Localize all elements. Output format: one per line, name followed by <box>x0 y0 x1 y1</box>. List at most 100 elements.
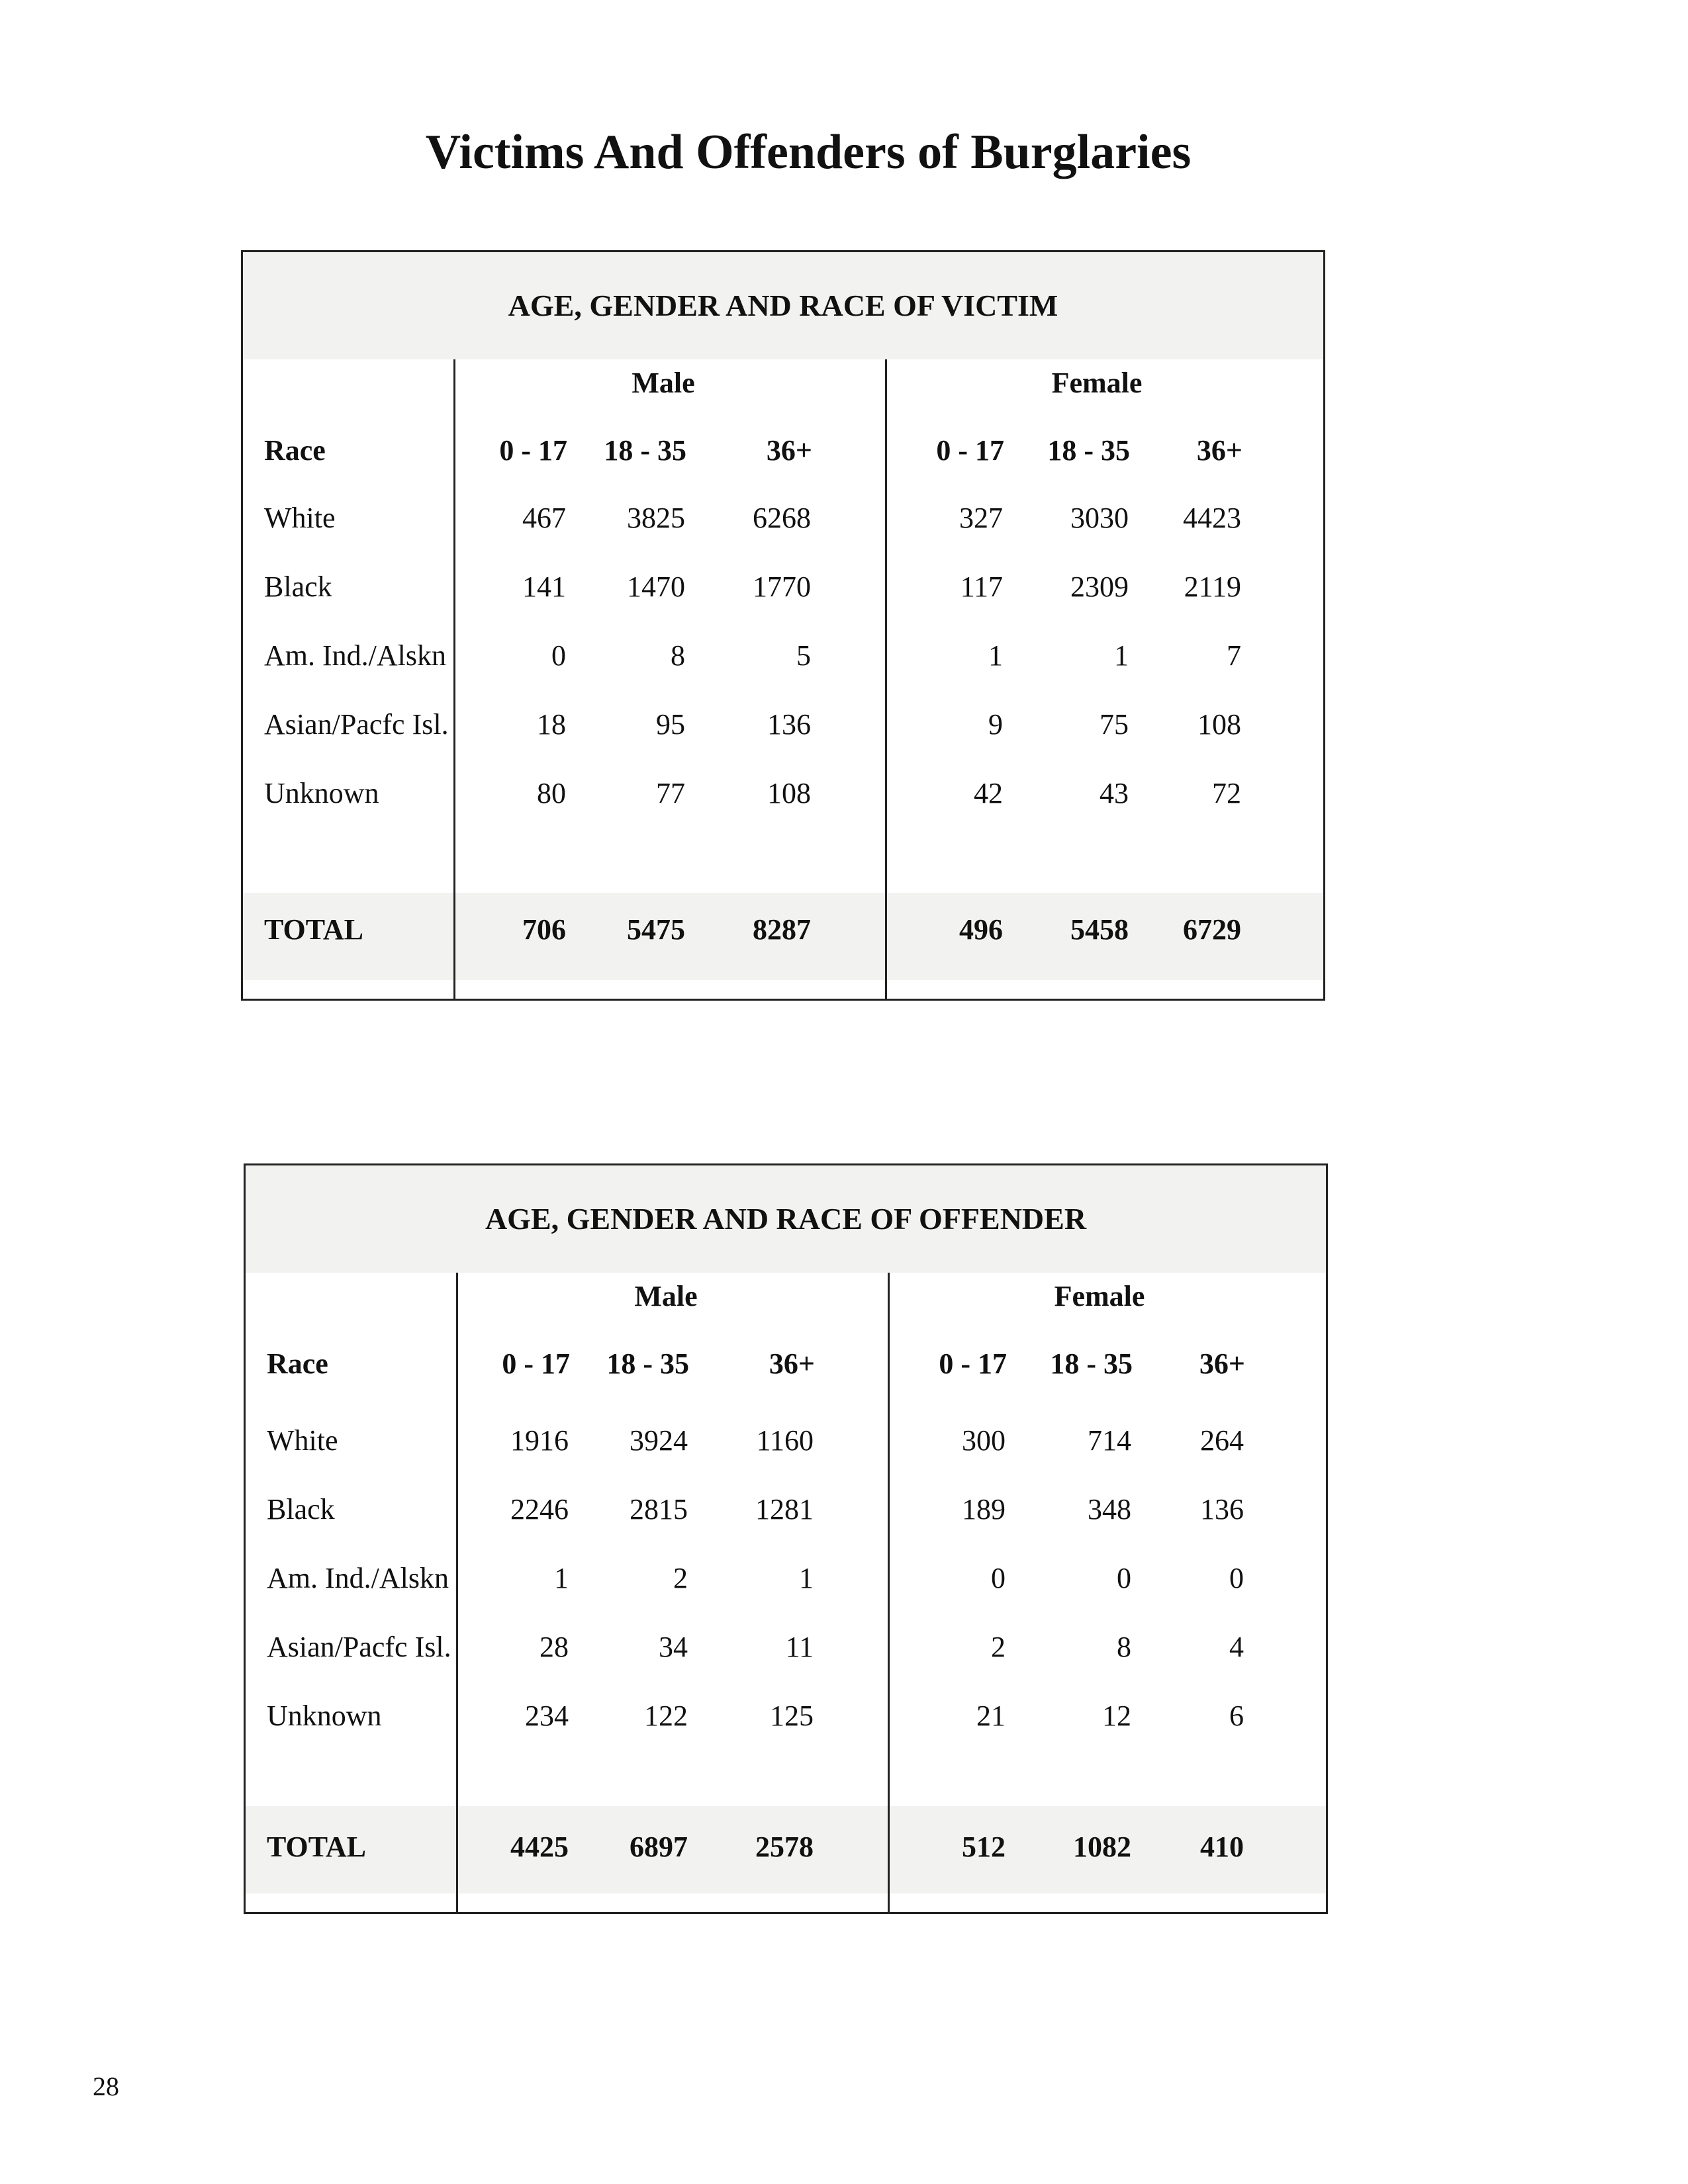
female-count-cell: 43 <box>1100 777 1129 809</box>
column-divider <box>885 359 887 999</box>
female-count-cell: 9 <box>988 708 1003 741</box>
row-race-label: Unknown <box>267 1700 382 1732</box>
male-age-header: 18 - 35 <box>606 1347 689 1380</box>
male-count-cell: 1470 <box>627 570 685 603</box>
female-age-header: 18 - 35 <box>1047 434 1130 467</box>
offender-table: AGE, GENDER AND RACE OF OFFENDER Male Fema… <box>244 1163 1328 1914</box>
row-race-label: White <box>264 502 336 534</box>
female-age-header: 0 - 17 <box>936 434 1004 467</box>
male-age-header: 0 - 17 <box>502 1347 570 1380</box>
female-count-cell: 6 <box>1229 1700 1244 1732</box>
total-row-band <box>243 893 1323 980</box>
male-count-cell: 234 <box>525 1700 569 1732</box>
male-total-cell: 4425 <box>510 1831 569 1863</box>
female-count-cell: 2309 <box>1070 570 1129 603</box>
male-age-header: 18 - 35 <box>604 434 686 467</box>
row-race-label: White <box>267 1424 338 1457</box>
female-count-cell: 327 <box>959 502 1003 534</box>
male-count-cell: 6268 <box>753 502 811 534</box>
male-count-cell: 467 <box>522 502 566 534</box>
female-total-cell: 1082 <box>1073 1831 1131 1863</box>
female-count-cell: 1 <box>988 639 1003 672</box>
male-total-cell: 8287 <box>753 913 811 946</box>
victim-table: AGE, GENDER AND RACE OF VICTIM Male Female… <box>241 250 1325 1001</box>
female-count-cell: 2 <box>991 1631 1006 1663</box>
male-count-cell: 1916 <box>510 1424 569 1457</box>
race-column-header: Race <box>267 1347 328 1380</box>
row-race-label: Unknown <box>264 777 379 809</box>
male-count-cell: 2 <box>673 1562 688 1594</box>
male-count-cell: 5 <box>796 639 811 672</box>
male-count-cell: 3924 <box>630 1424 688 1457</box>
male-header: Male <box>632 367 695 399</box>
female-count-cell: 300 <box>962 1424 1006 1457</box>
female-count-cell: 75 <box>1100 708 1129 741</box>
row-race-label: Am. Ind./Alskn <box>267 1562 449 1594</box>
row-race-label: Black <box>267 1493 335 1525</box>
male-count-cell: 11 <box>785 1631 814 1663</box>
female-total-cell: 512 <box>962 1831 1006 1863</box>
female-count-cell: 108 <box>1197 708 1241 741</box>
male-count-cell: 1 <box>799 1562 814 1594</box>
male-count-cell: 77 <box>656 777 685 809</box>
female-count-cell: 8 <box>1117 1631 1131 1663</box>
female-count-cell: 72 <box>1212 777 1241 809</box>
female-total-cell: 496 <box>959 913 1003 946</box>
female-count-cell: 189 <box>962 1493 1006 1525</box>
male-count-cell: 1281 <box>755 1493 814 1525</box>
male-count-cell: 2815 <box>630 1493 688 1525</box>
row-race-label: Asian/Pacfc Isl. <box>264 708 449 741</box>
male-count-cell: 18 <box>537 708 566 741</box>
male-count-cell: 0 <box>551 639 566 672</box>
male-age-header: 36+ <box>769 1347 815 1380</box>
female-count-cell: 348 <box>1088 1493 1131 1525</box>
male-count-cell: 122 <box>644 1700 688 1732</box>
female-header: Female <box>1051 367 1143 399</box>
total-label: TOTAL <box>264 913 363 946</box>
female-count-cell: 4423 <box>1183 502 1241 534</box>
male-count-cell: 141 <box>522 570 566 603</box>
male-header: Male <box>634 1280 698 1312</box>
male-count-cell: 8 <box>671 639 685 672</box>
total-label: TOTAL <box>267 1831 366 1863</box>
female-count-cell: 3030 <box>1070 502 1129 534</box>
male-count-cell: 34 <box>659 1631 688 1663</box>
female-count-cell: 42 <box>974 777 1003 809</box>
female-count-cell: 136 <box>1200 1493 1244 1525</box>
male-total-cell: 5475 <box>627 913 685 946</box>
female-count-cell: 12 <box>1102 1700 1131 1732</box>
female-count-cell: 1 <box>1114 639 1129 672</box>
male-count-cell: 95 <box>656 708 685 741</box>
page-title: Victims And Offenders of Burglaries <box>425 125 1192 179</box>
female-age-header: 36+ <box>1196 434 1243 467</box>
female-total-cell: 6729 <box>1183 913 1241 946</box>
female-count-cell: 0 <box>1229 1562 1244 1594</box>
female-total-cell: 5458 <box>1070 913 1129 946</box>
female-count-cell: 264 <box>1200 1424 1244 1457</box>
female-total-cell: 410 <box>1200 1831 1244 1863</box>
female-count-cell: 21 <box>976 1700 1006 1732</box>
male-total-cell: 706 <box>522 913 566 946</box>
male-count-cell: 3825 <box>627 502 685 534</box>
male-count-cell: 1 <box>554 1562 569 1594</box>
column-divider <box>888 1273 890 1912</box>
column-divider <box>456 1273 458 1912</box>
male-total-cell: 6897 <box>630 1831 688 1863</box>
row-race-label: Black <box>264 570 332 603</box>
column-divider <box>453 359 455 999</box>
male-count-cell: 80 <box>537 777 566 809</box>
male-count-cell: 1160 <box>756 1424 814 1457</box>
table-heading: AGE, GENDER AND RACE OF VICTIM <box>243 252 1323 359</box>
female-count-cell: 2119 <box>1184 570 1241 603</box>
page-number: 28 <box>93 2071 119 2101</box>
male-count-cell: 108 <box>767 777 811 809</box>
male-count-cell: 2246 <box>510 1493 569 1525</box>
female-count-cell: 117 <box>960 570 1003 603</box>
total-row-band <box>246 1806 1326 1893</box>
row-race-label: Am. Ind./Alskn <box>264 639 446 672</box>
female-count-cell: 0 <box>991 1562 1006 1594</box>
female-age-header: 18 - 35 <box>1050 1347 1133 1380</box>
female-header: Female <box>1054 1280 1145 1312</box>
female-count-cell: 4 <box>1229 1631 1244 1663</box>
female-age-header: 36+ <box>1199 1347 1245 1380</box>
